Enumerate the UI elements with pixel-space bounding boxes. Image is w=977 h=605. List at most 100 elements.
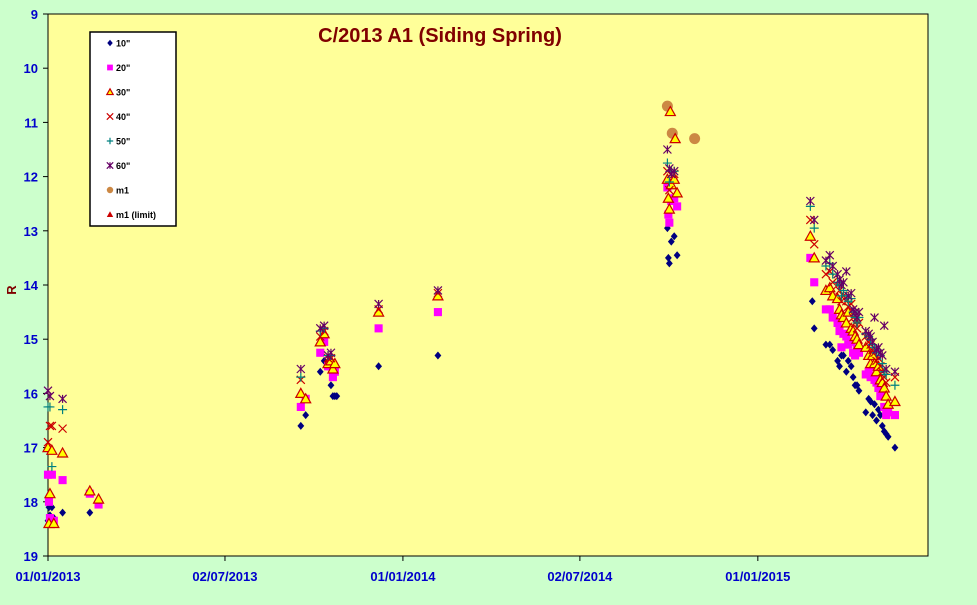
y-tick-label: 9 bbox=[31, 7, 38, 22]
y-axis: 9 10 11 12 13 14 15 16 17 18 19 bbox=[24, 7, 48, 564]
data-point bbox=[808, 297, 816, 306]
data-point bbox=[296, 402, 305, 411]
data-point bbox=[846, 288, 856, 298]
data-point bbox=[825, 305, 834, 314]
data-point bbox=[854, 307, 864, 317]
data-point bbox=[299, 392, 312, 404]
data-point bbox=[83, 484, 96, 496]
data-point bbox=[809, 223, 819, 233]
data-point bbox=[826, 340, 834, 349]
data-point bbox=[58, 405, 68, 415]
data-point bbox=[326, 348, 336, 358]
legend-label: 50" bbox=[116, 137, 130, 147]
data-point bbox=[664, 105, 677, 117]
data-point bbox=[870, 313, 879, 322]
y-tick-label: 14 bbox=[24, 278, 39, 293]
data-point bbox=[667, 237, 675, 246]
data-point bbox=[665, 259, 673, 268]
series-6 bbox=[43, 145, 900, 404]
data-point bbox=[829, 346, 837, 355]
data-point bbox=[884, 432, 892, 441]
data-point bbox=[825, 250, 835, 260]
data-point bbox=[833, 318, 842, 327]
data-point bbox=[315, 332, 325, 341]
data-point bbox=[58, 476, 67, 485]
data-point bbox=[890, 411, 899, 420]
legend-label: m1 bbox=[116, 186, 129, 196]
data-point bbox=[314, 335, 327, 347]
data-point bbox=[296, 372, 306, 382]
data-point bbox=[876, 411, 884, 420]
data-point bbox=[326, 362, 339, 374]
data-point bbox=[849, 373, 857, 382]
y-tick-label: 11 bbox=[24, 115, 38, 130]
legend-label: m1 (limit) bbox=[116, 210, 156, 220]
data-point bbox=[315, 323, 325, 333]
x-axis: 01/01/2013 02/07/2013 01/01/2014 02/07/2014… bbox=[15, 556, 790, 584]
data-point bbox=[663, 202, 676, 214]
legend-marker bbox=[107, 64, 113, 71]
chart-title: C/2013 A1 (Siding Spring) bbox=[318, 25, 562, 47]
data-point bbox=[881, 378, 891, 387]
data-point bbox=[854, 348, 864, 357]
legend-marker bbox=[106, 161, 114, 170]
data-point bbox=[810, 278, 819, 287]
data-point bbox=[809, 215, 819, 225]
data-point bbox=[806, 253, 815, 262]
data-point bbox=[320, 337, 329, 346]
data-point bbox=[864, 367, 873, 376]
data-point bbox=[891, 443, 899, 452]
legend-label: 40" bbox=[116, 112, 130, 122]
x-tick-label: 01/01/2014 bbox=[370, 569, 436, 584]
data-point bbox=[890, 367, 900, 377]
data-point bbox=[689, 133, 701, 145]
data-point bbox=[844, 356, 852, 365]
data-point bbox=[880, 389, 893, 401]
data-point bbox=[328, 373, 337, 382]
plot-area bbox=[47, 13, 929, 557]
legend-marker bbox=[106, 211, 114, 218]
data-point bbox=[877, 359, 887, 369]
data-point bbox=[810, 324, 818, 333]
data-points bbox=[41, 100, 901, 529]
x-tick-label: 01/01/2015 bbox=[725, 569, 790, 584]
data-point bbox=[828, 269, 838, 279]
y-tick-label: 13 bbox=[24, 224, 38, 239]
data-point bbox=[433, 285, 443, 295]
data-point bbox=[822, 340, 830, 349]
data-point bbox=[670, 232, 678, 241]
data-point bbox=[664, 185, 674, 195]
legend-label: 10" bbox=[116, 39, 130, 49]
data-point bbox=[828, 313, 837, 322]
data-point bbox=[434, 351, 442, 360]
y-tick-label: 12 bbox=[24, 170, 38, 185]
legend-marker bbox=[105, 87, 115, 96]
data-point bbox=[823, 281, 836, 293]
data-point bbox=[870, 365, 883, 377]
data-point bbox=[671, 186, 684, 198]
data-point bbox=[836, 362, 843, 371]
data-point bbox=[888, 395, 901, 407]
legend-box bbox=[89, 31, 177, 227]
data-point bbox=[45, 421, 55, 431]
data-point bbox=[662, 192, 675, 203]
data-point bbox=[805, 196, 815, 206]
y-tick-label: 19 bbox=[24, 549, 38, 564]
y-tick-label: 10 bbox=[24, 61, 38, 76]
data-point bbox=[328, 357, 341, 369]
data-point bbox=[841, 267, 851, 276]
data-point bbox=[840, 316, 853, 328]
data-point bbox=[664, 210, 673, 219]
data-point bbox=[433, 308, 442, 317]
data-point bbox=[821, 269, 831, 279]
data-point bbox=[333, 392, 341, 401]
y-tick-label: 18 bbox=[24, 495, 38, 510]
data-point bbox=[94, 500, 103, 509]
data-point bbox=[828, 261, 838, 271]
data-point bbox=[808, 251, 821, 263]
data-point bbox=[316, 367, 324, 376]
data-point bbox=[296, 364, 306, 374]
data-point bbox=[58, 424, 68, 434]
y-axis-label: R bbox=[4, 285, 19, 295]
